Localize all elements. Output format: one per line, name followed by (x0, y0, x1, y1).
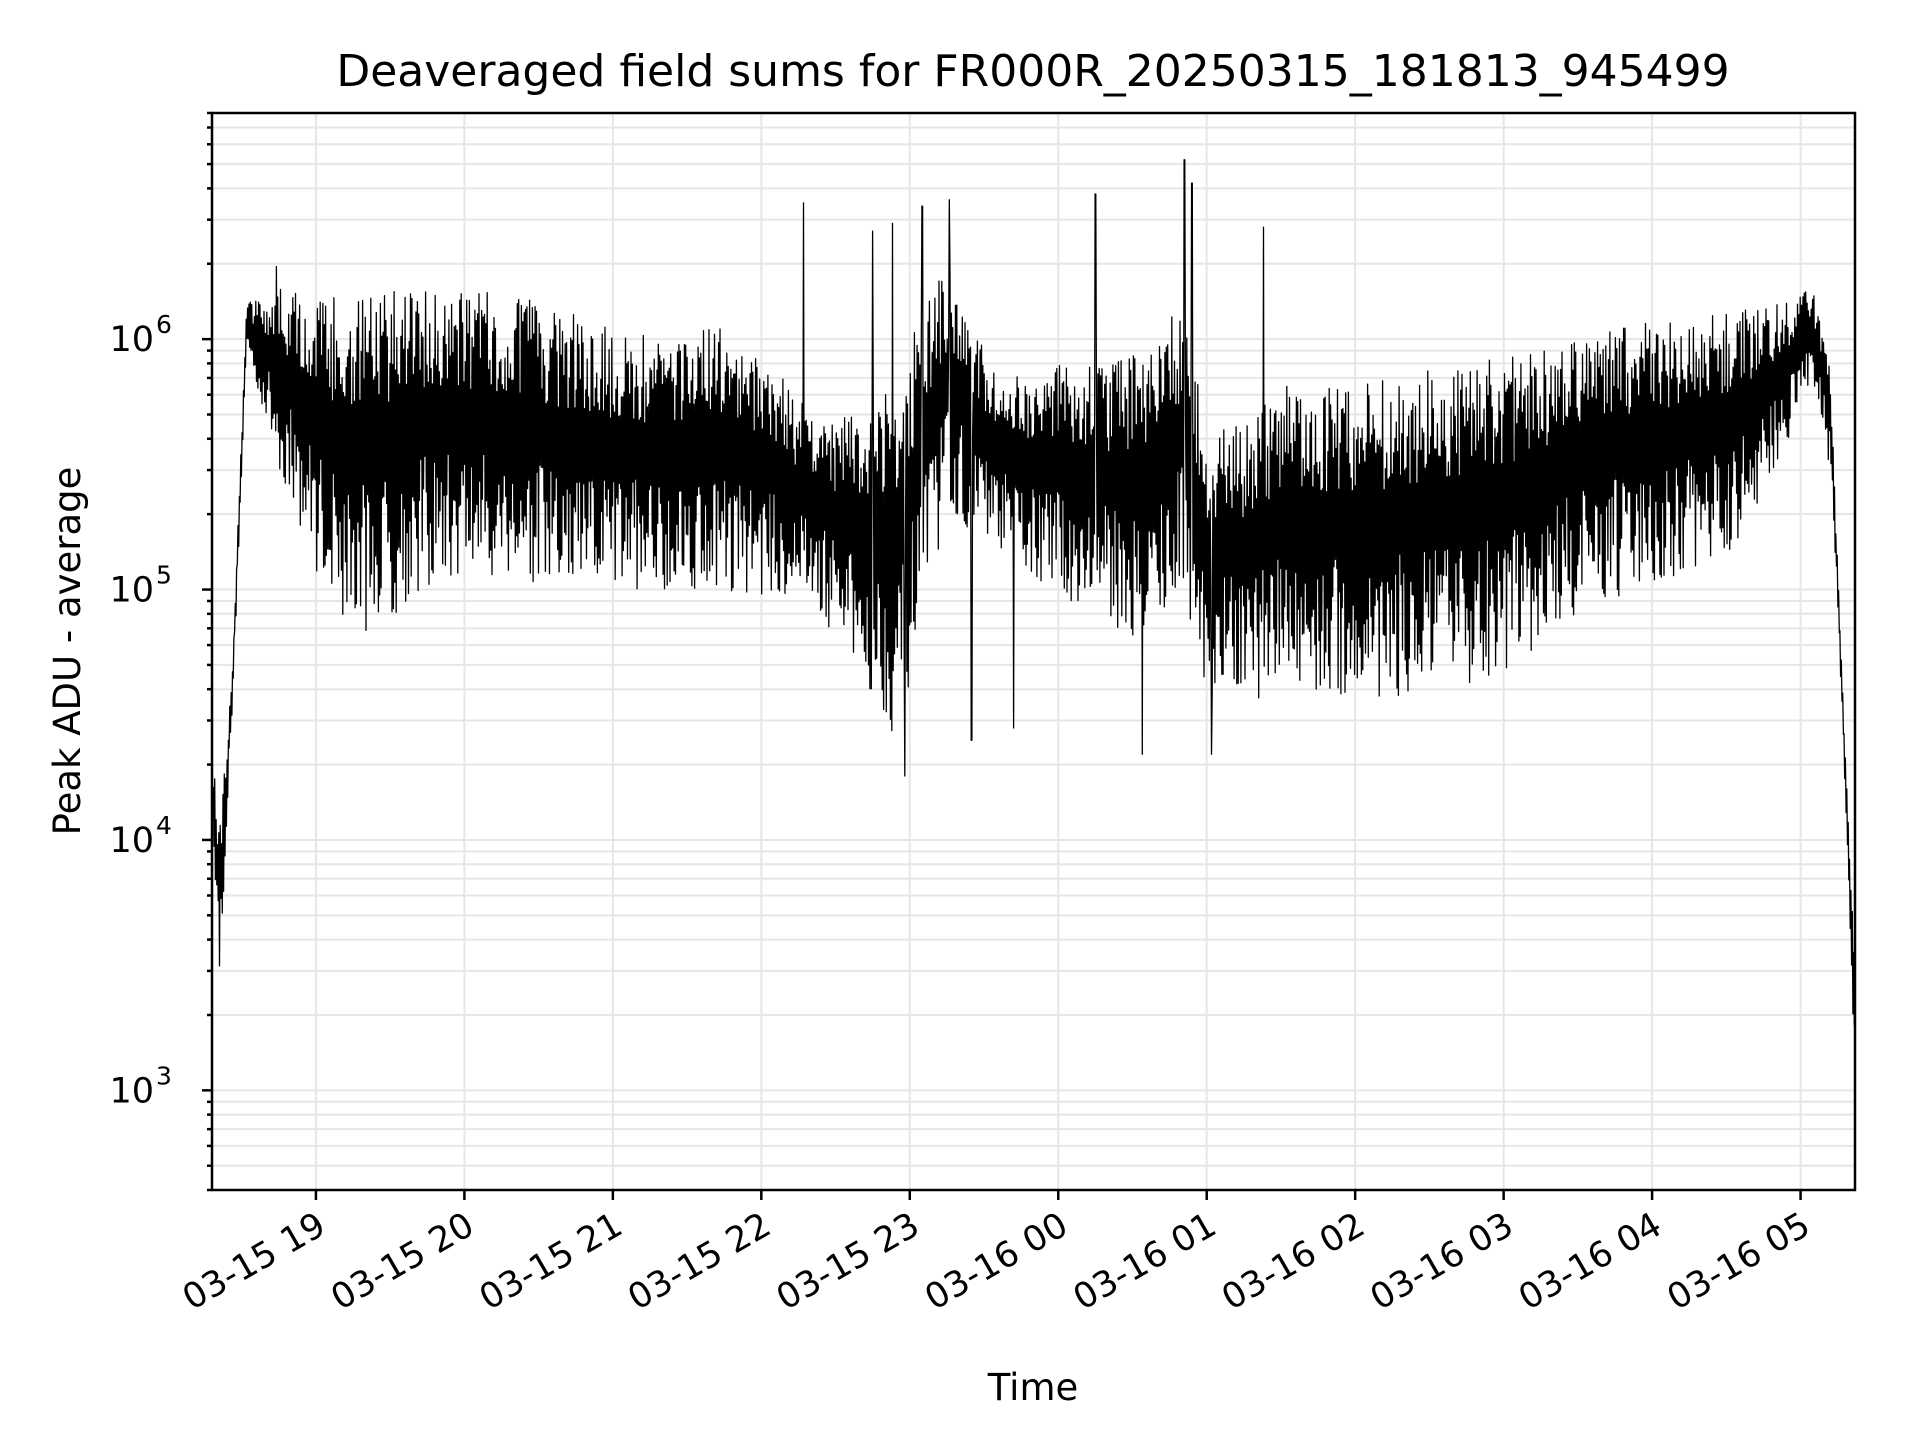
y-tick-exponent: 4 (156, 811, 172, 840)
x-axis-label: Time (987, 1366, 1079, 1409)
plot-frame (210, 111, 1857, 1192)
y-tick-label: 10 (109, 1071, 154, 1111)
y-tick-label: 10 (109, 320, 154, 360)
y-tick-label: 10 (109, 821, 154, 861)
chart-title: Deaveraged field sums for FR000R_2025031… (336, 46, 1729, 97)
grid (212, 112, 1855, 1191)
y-tick-exponent: 3 (156, 1061, 172, 1090)
series (211, 159, 1856, 1026)
series-line (211, 159, 1856, 1026)
y-axis-label: Peak ADU - average (46, 467, 89, 836)
y-tick-exponent: 6 (156, 310, 172, 339)
y-tick-exponent: 5 (156, 561, 172, 590)
y-tick-label: 10 (109, 571, 154, 611)
